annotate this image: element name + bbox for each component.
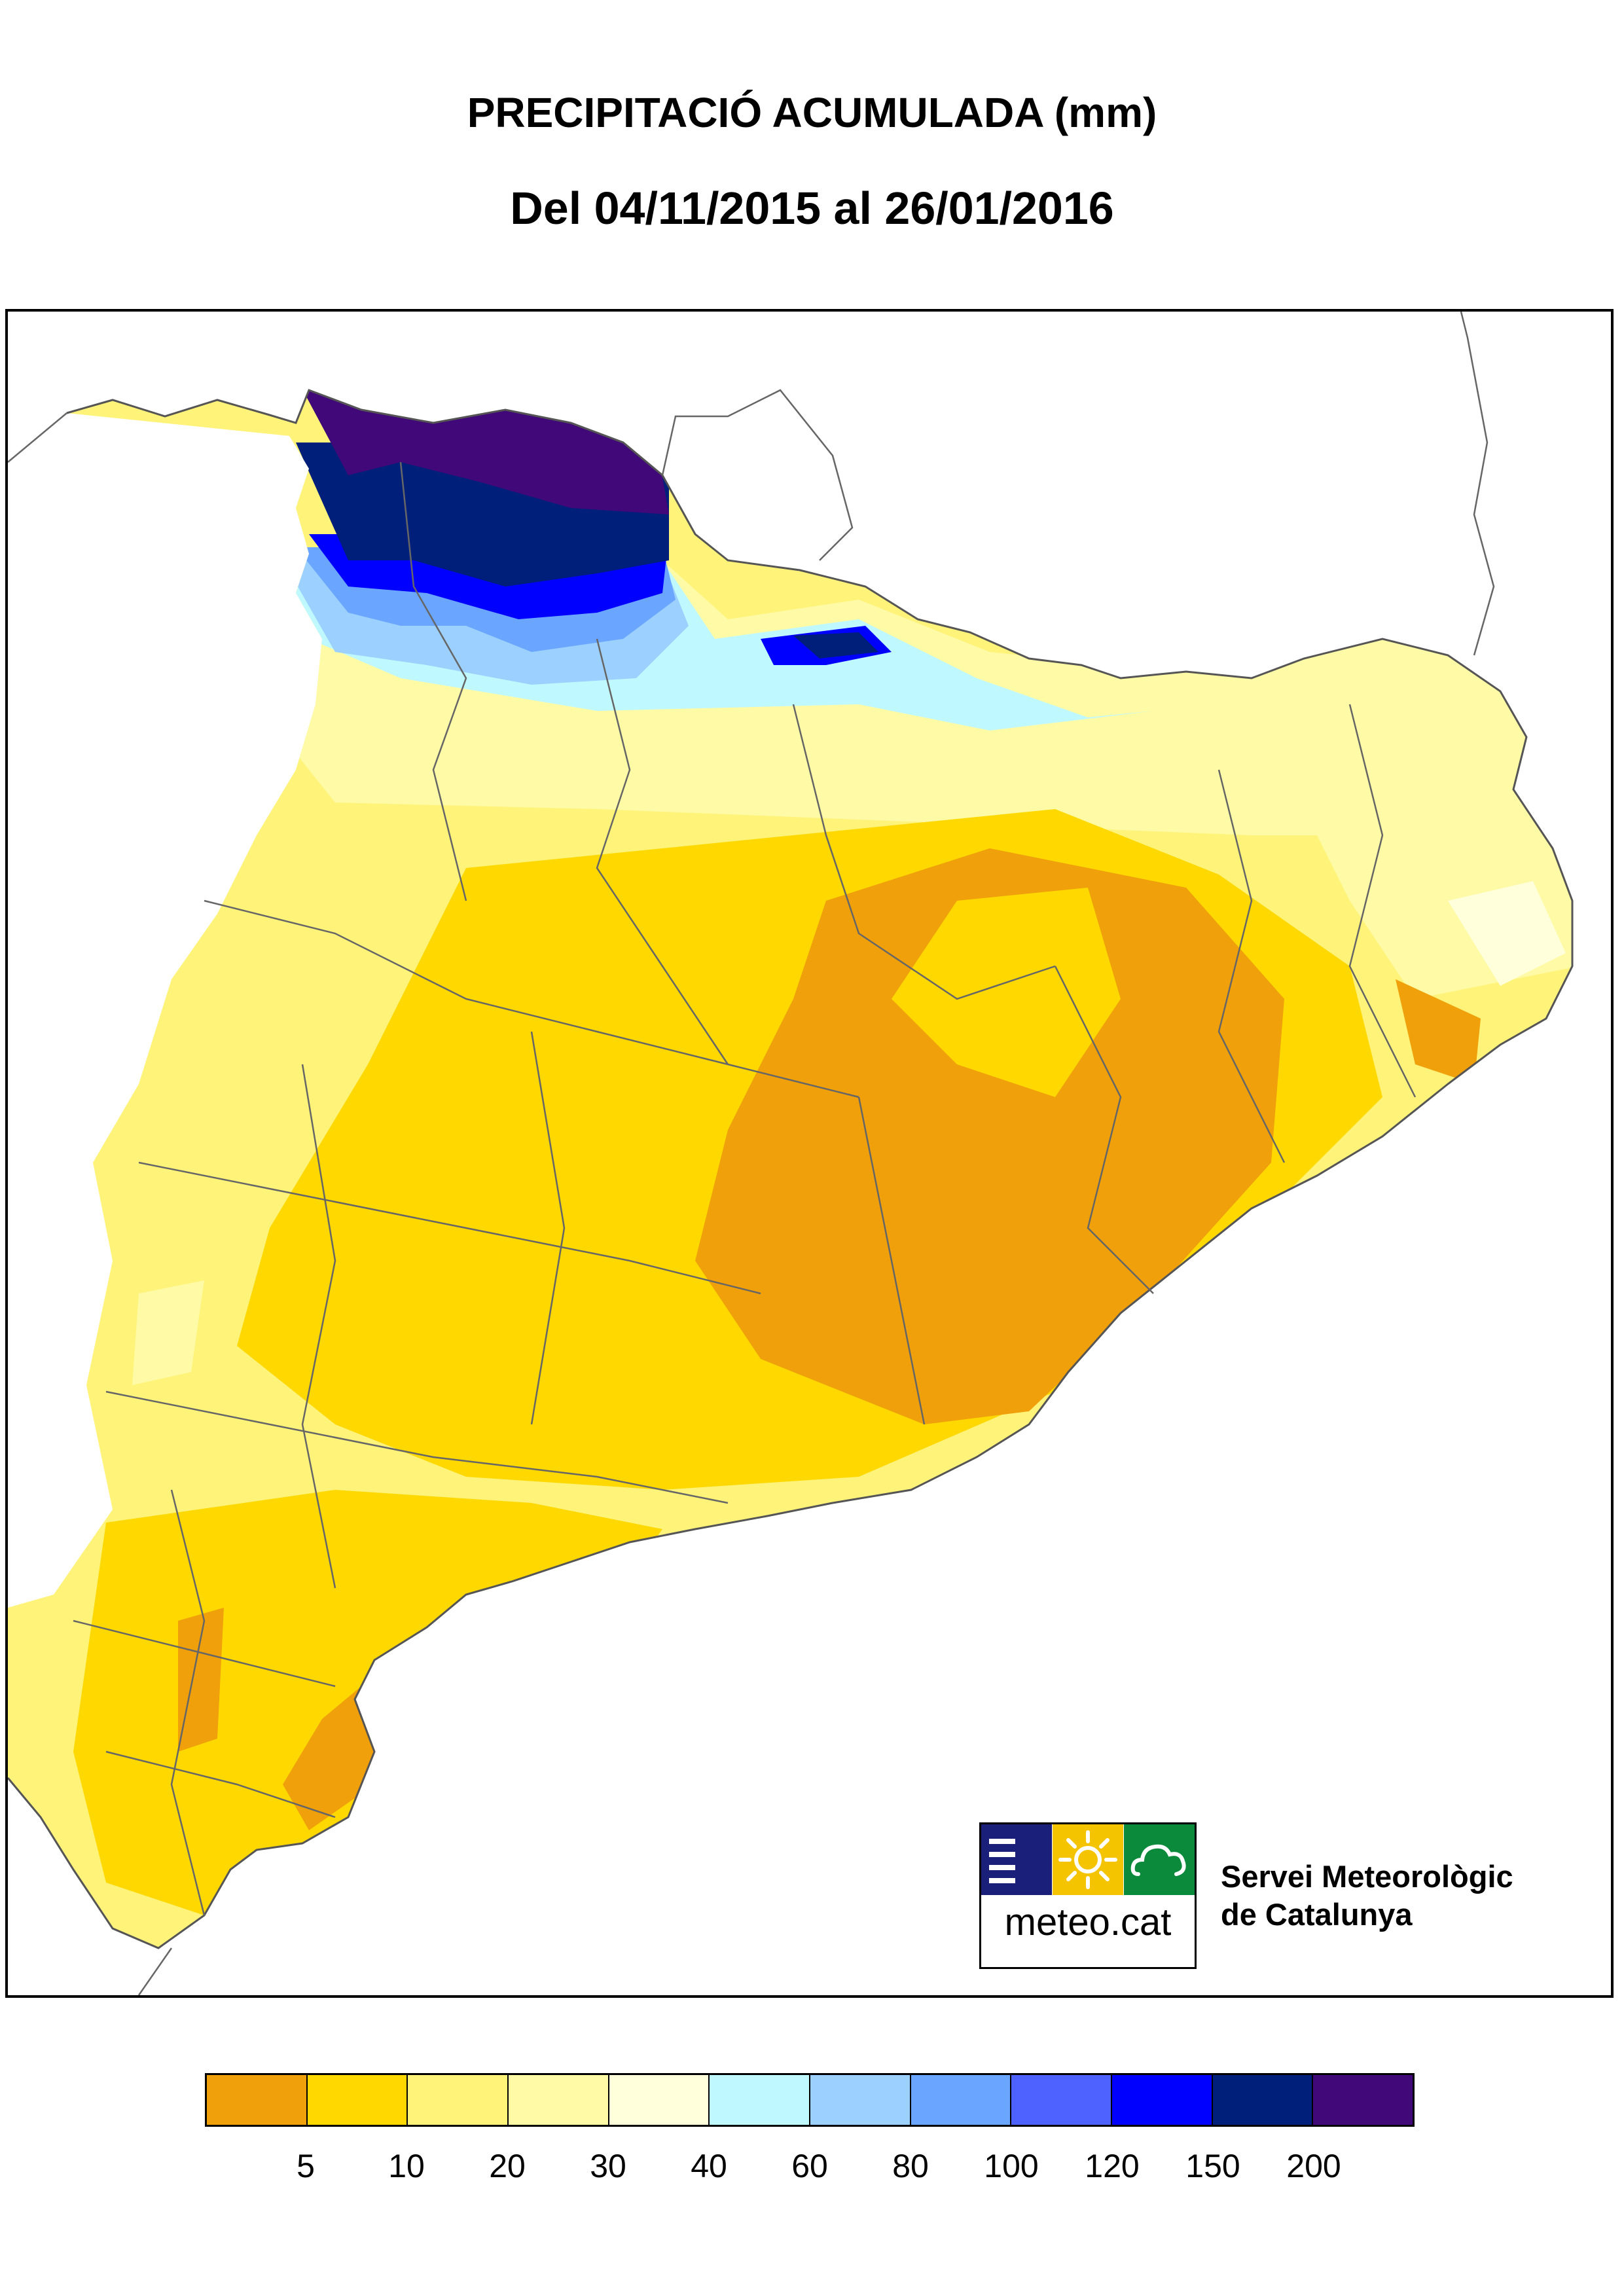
legend-swatch-1 xyxy=(207,2075,308,2125)
legend-swatch-7 xyxy=(810,2075,911,2125)
legend-label: 150 xyxy=(1185,2148,1240,2184)
precipitation-map xyxy=(8,312,1574,1995)
comarca-boundaries xyxy=(8,312,1495,1995)
legend-label: 80 xyxy=(892,2148,929,2184)
sun-icon xyxy=(1053,1824,1123,1895)
legend-label: 120 xyxy=(1085,2148,1140,2184)
legend-label: 10 xyxy=(388,2148,425,2184)
map-title: PRECIPITACIÓ ACUMULADA (mm) xyxy=(467,89,1157,136)
legend-swatch-5 xyxy=(609,2075,710,2125)
legend-label: 20 xyxy=(489,2148,526,2184)
cloud-icon xyxy=(1124,1824,1195,1895)
legend-label: 200 xyxy=(1286,2148,1341,2184)
legend-swatch-12 xyxy=(1313,2075,1413,2125)
legend-swatch-10 xyxy=(1112,2075,1213,2125)
legend-swatch-9 xyxy=(1011,2075,1113,2125)
logo-text: meteo.cat xyxy=(1004,1901,1172,1943)
legend-swatch-11 xyxy=(1212,2075,1314,2125)
legend-swatch-3 xyxy=(408,2075,509,2125)
legend-color-bar xyxy=(205,2073,1415,2127)
meteocat-logo: meteo.cat xyxy=(979,1822,1197,1969)
legend-swatch-8 xyxy=(911,2075,1012,2125)
legend-label: 40 xyxy=(691,2148,727,2184)
legend-label: 5 xyxy=(297,2148,315,2184)
organization-line-1: Servei Meteorològic xyxy=(1221,1859,1513,1894)
menu-lines-icon xyxy=(981,1824,1052,1895)
legend-swatch-2 xyxy=(307,2075,408,2125)
map-subtitle: Del 04/11/2015 al 26/01/2016 xyxy=(510,183,1114,234)
legend-label: 30 xyxy=(590,2148,626,2184)
legend-swatch-4 xyxy=(509,2075,609,2125)
organization-name: Servei Meteorològic de Catalunya xyxy=(1221,1858,1513,1934)
legend-label: 100 xyxy=(984,2148,1039,2184)
legend-label: 60 xyxy=(791,2148,828,2184)
organization-line-2: de Catalunya xyxy=(1221,1897,1413,1932)
map-frame xyxy=(5,309,1614,1998)
legend-swatch-6 xyxy=(710,2075,811,2125)
coastline-border xyxy=(8,389,1574,1949)
precipitation-field xyxy=(8,390,1572,1948)
